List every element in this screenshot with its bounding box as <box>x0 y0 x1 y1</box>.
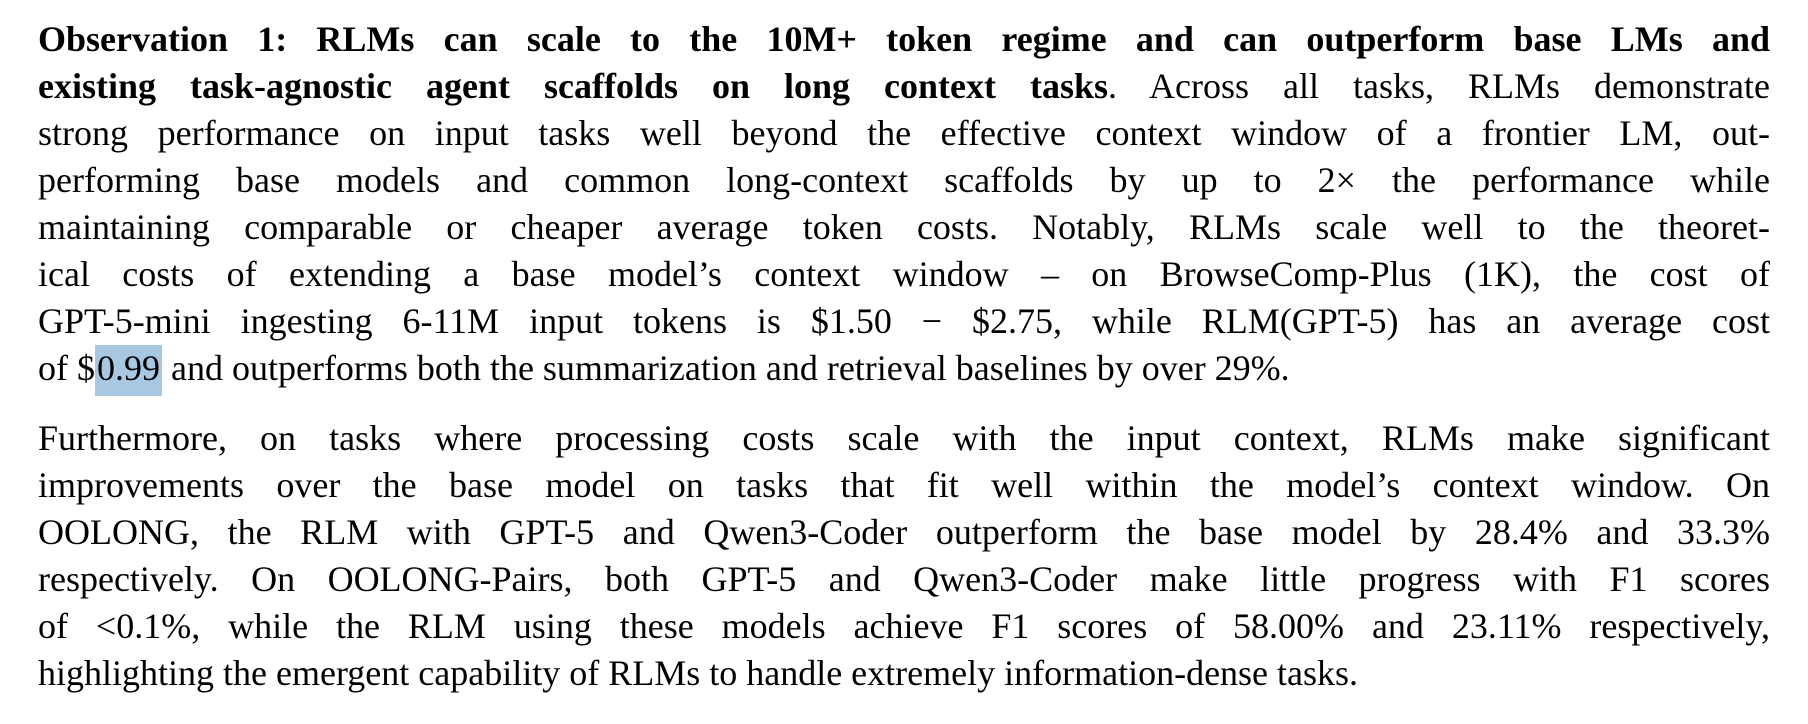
selected-text-highlight: 0.99 <box>95 345 162 396</box>
body-text: and outperforms both the summarization a… <box>162 348 1290 388</box>
body-text: GPT-5-mini ingesting 6-11M input tokens … <box>38 301 1770 341</box>
text-line: of <0.1%, while the RLM using these mode… <box>38 603 1770 650</box>
body-text: ical costs of extending a base model’s c… <box>38 254 1770 294</box>
text-line: of $0.99 and outperforms both the summar… <box>38 345 1770 396</box>
body-text: strong performance on input tasks well b… <box>38 113 1770 153</box>
body-text: Furthermore, on tasks where processing c… <box>38 418 1770 458</box>
body-text: of <0.1%, while the RLM using these mode… <box>38 606 1770 646</box>
body-text: OOLONG, the RLM with GPT-5 and Qwen3-Cod… <box>38 512 1770 552</box>
body-text: maintaining comparable or cheaper averag… <box>38 207 1770 247</box>
bold-observation-text: existing task-agnostic agent scaffolds o… <box>38 66 1109 106</box>
paper-excerpt: Observation 1: RLMs can scale to the 10M… <box>38 16 1770 697</box>
text-line: Furthermore, on tasks where processing c… <box>38 415 1770 462</box>
body-text: . Across all tasks, RLMs demonstrate <box>1108 66 1770 106</box>
text-line: respectively. On OOLONG-Pairs, both GPT-… <box>38 556 1770 603</box>
text-line: OOLONG, the RLM with GPT-5 and Qwen3-Cod… <box>38 509 1770 556</box>
body-text: of $ <box>38 348 95 388</box>
text-line: existing task-agnostic agent scaffolds o… <box>38 63 1770 110</box>
paragraph-observation-1: Observation 1: RLMs can scale to the 10M… <box>38 16 1770 396</box>
text-line: ical costs of extending a base model’s c… <box>38 251 1770 298</box>
paragraph-furthermore: Furthermore, on tasks where processing c… <box>38 415 1770 697</box>
text-line: improvements over the base model on task… <box>38 462 1770 509</box>
text-line: maintaining comparable or cheaper averag… <box>38 204 1770 251</box>
bold-observation-text: Observation 1: RLMs can scale to the 10M… <box>38 19 1770 59</box>
body-text: performing base models and common long-c… <box>38 160 1770 200</box>
text-line: Observation 1: RLMs can scale to the 10M… <box>38 16 1770 63</box>
text-line: GPT-5-mini ingesting 6-11M input tokens … <box>38 298 1770 345</box>
body-text: highlighting the emergent capability of … <box>38 653 1359 693</box>
text-line: performing base models and common long-c… <box>38 157 1770 204</box>
body-text: improvements over the base model on task… <box>38 465 1770 505</box>
text-line: highlighting the emergent capability of … <box>38 650 1770 697</box>
text-line: strong performance on input tasks well b… <box>38 110 1770 157</box>
body-text: respectively. On OOLONG-Pairs, both GPT-… <box>38 559 1770 599</box>
